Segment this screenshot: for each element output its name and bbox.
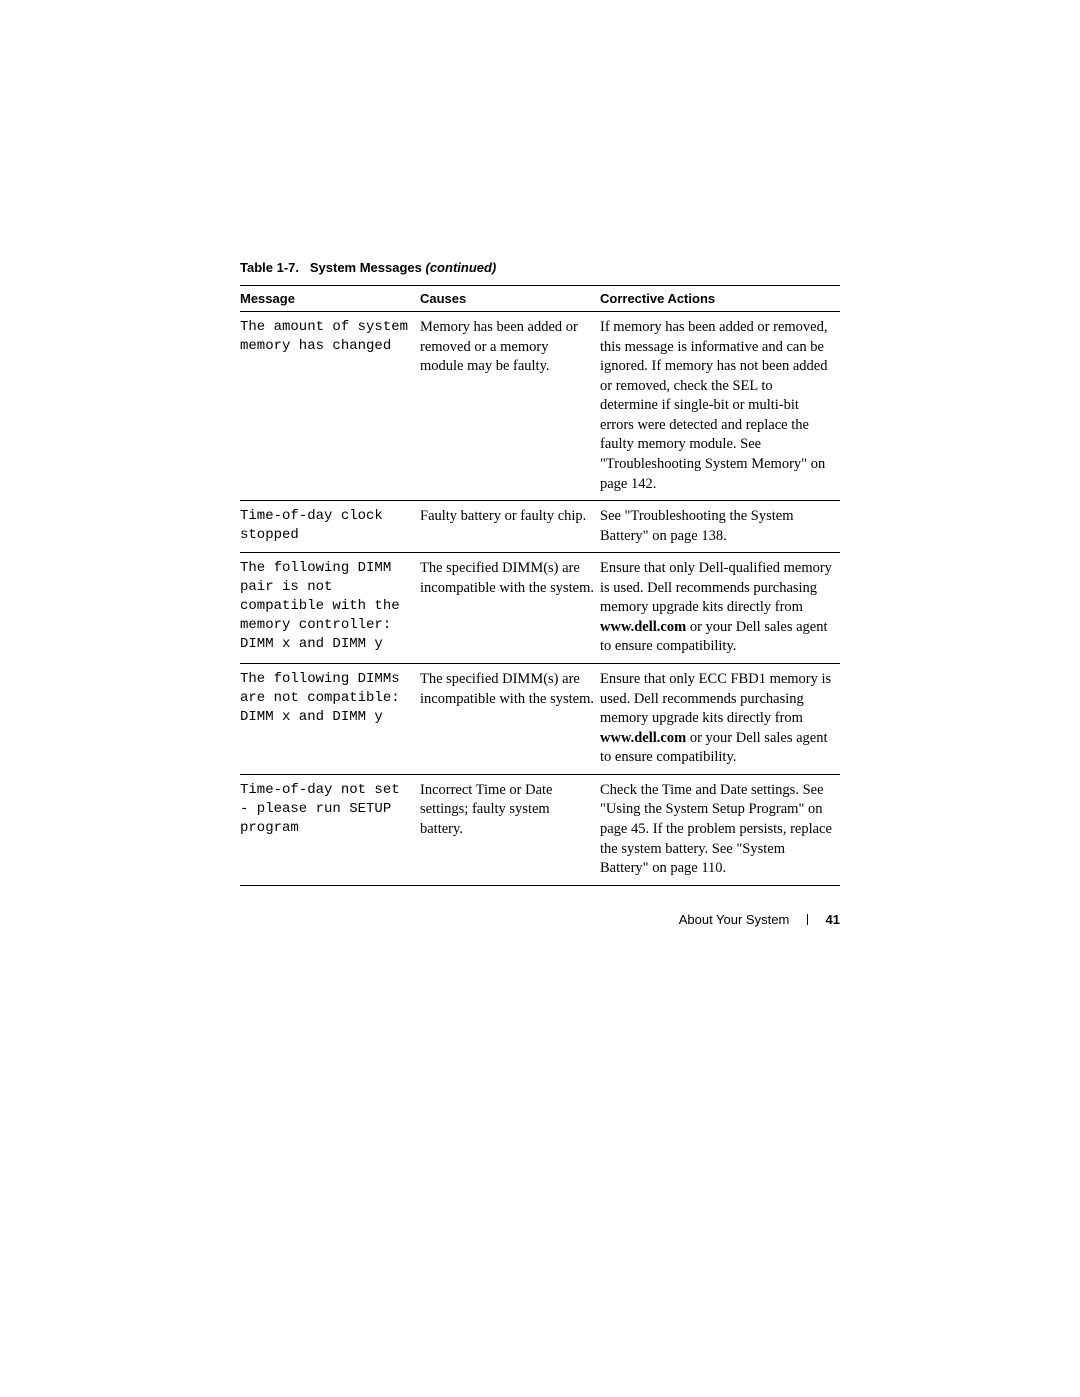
page-footer: About Your System 41 (240, 912, 840, 927)
header-causes: Causes (420, 286, 600, 312)
cell-message: The following DIMMs are not compatible: … (240, 664, 420, 775)
table-row: The following DIMMs are not compatible: … (240, 664, 840, 775)
cell-causes: Faulty battery or faulty chip. (420, 501, 600, 553)
actions-pre: Ensure that only ECC FBD1 memory is used… (600, 671, 831, 726)
actions-bold: www.dell.com (600, 619, 686, 635)
cell-actions: Ensure that only ECC FBD1 memory is used… (600, 664, 840, 775)
table-caption: Table 1-7. System Messages (continued) (240, 260, 840, 275)
header-message: Message (240, 286, 420, 312)
footer-section: About Your System (679, 912, 790, 927)
cell-actions: Check the Time and Date settings. See "U… (600, 774, 840, 885)
table-row: Time-of-day not set - please run SETUP p… (240, 774, 840, 885)
system-messages-table: Message Causes Corrective Actions The am… (240, 285, 840, 886)
cell-message: Time-of-day clock stopped (240, 501, 420, 553)
cell-causes: Memory has been added or removed or a me… (420, 312, 600, 501)
footer-page-number: 41 (826, 912, 840, 927)
table-row: The amount of system memory has changed … (240, 312, 840, 501)
cell-causes: The specified DIMM(s) are incompatible w… (420, 553, 600, 664)
actions-pre: Ensure that only Dell-qualified memory i… (600, 560, 832, 615)
actions-bold: www.dell.com (600, 730, 686, 746)
caption-suffix: (continued) (426, 260, 497, 275)
table-header-row: Message Causes Corrective Actions (240, 286, 840, 312)
cell-actions: See "Troubleshooting the System Battery"… (600, 501, 840, 553)
cell-causes: Incorrect Time or Date settings; faulty … (420, 774, 600, 885)
caption-title: System Messages (310, 260, 422, 275)
table-row: Time-of-day clock stopped Faulty battery… (240, 501, 840, 553)
caption-prefix: Table 1-7. (240, 260, 299, 275)
cell-actions: If memory has been added or removed, thi… (600, 312, 840, 501)
cell-actions: Ensure that only Dell-qualified memory i… (600, 553, 840, 664)
footer-separator (807, 914, 808, 925)
cell-message: The amount of system memory has changed (240, 312, 420, 501)
header-actions: Corrective Actions (600, 286, 840, 312)
cell-message: Time-of-day not set - please run SETUP p… (240, 774, 420, 885)
cell-causes: The specified DIMM(s) are incompatible w… (420, 664, 600, 775)
cell-message: The following DIMM pair is not compatibl… (240, 553, 420, 664)
table-row: The following DIMM pair is not compatibl… (240, 553, 840, 664)
page-content: Table 1-7. System Messages (continued) M… (240, 260, 840, 927)
